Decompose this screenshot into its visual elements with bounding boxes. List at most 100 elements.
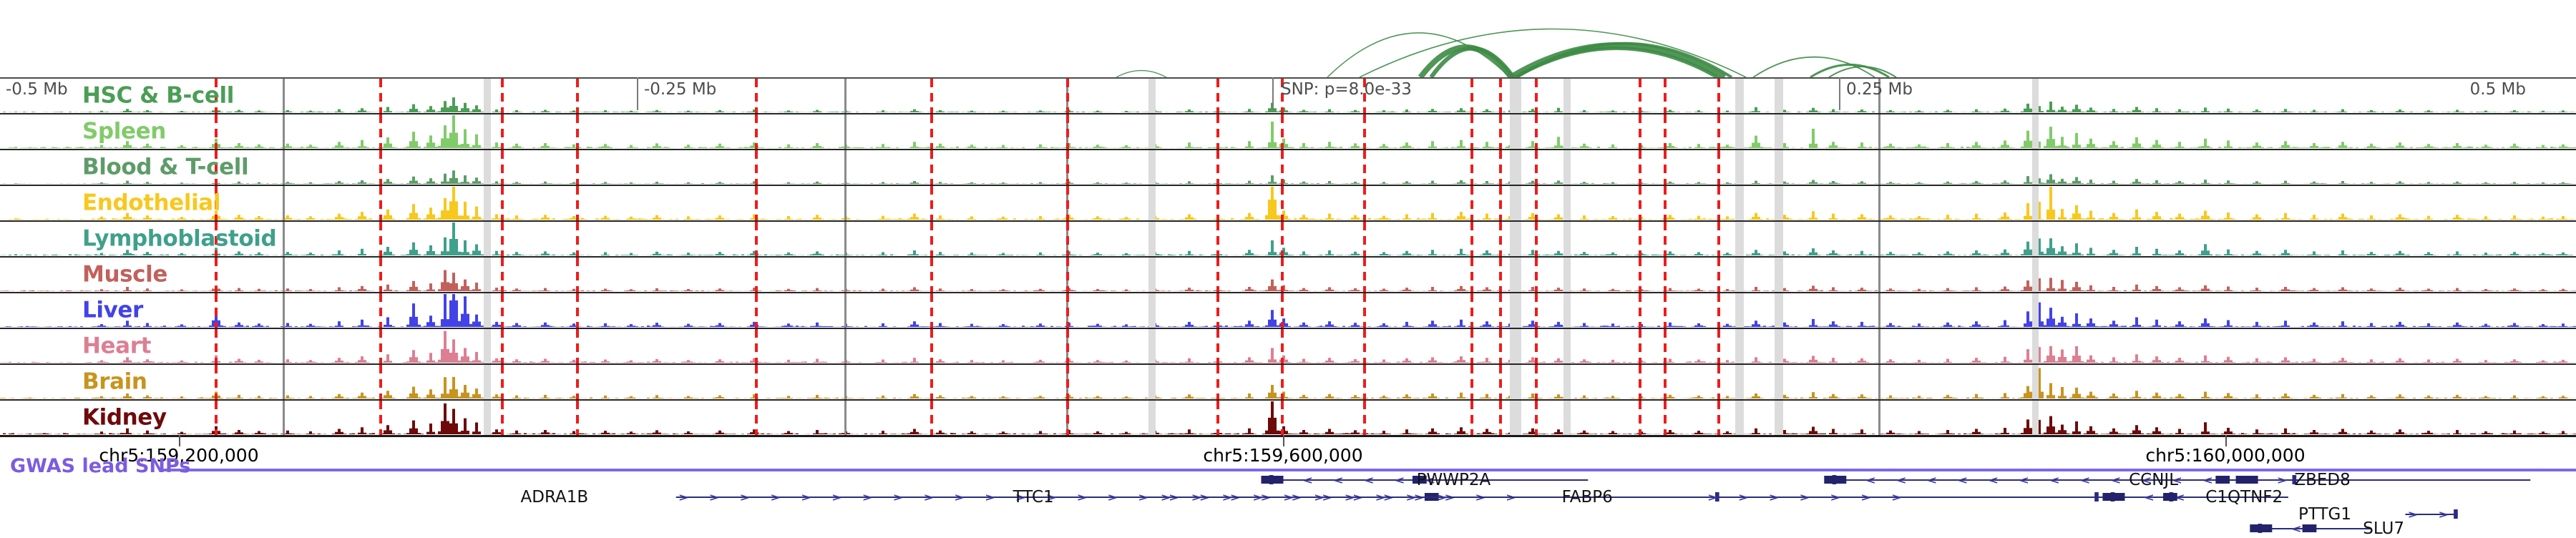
gwas-snp-marker[interactable] (1717, 293, 1720, 328)
gwas-snp-marker[interactable] (1470, 186, 1473, 220)
gwas-snp-marker[interactable] (501, 114, 504, 149)
gwas-snp-marker[interactable] (1470, 293, 1473, 328)
gwas-snp-marker[interactable] (1216, 222, 1219, 256)
gwas-snp-marker[interactable] (1717, 150, 1720, 185)
gwas-snp-marker[interactable] (1664, 329, 1667, 363)
gwas-snp-marker[interactable] (1535, 150, 1538, 185)
gwas-snp-marker[interactable] (755, 293, 758, 328)
gwas-snp-marker[interactable] (1216, 186, 1219, 220)
gwas-snp-marker[interactable] (930, 222, 933, 256)
gwas-snp-marker[interactable] (1281, 150, 1284, 185)
gwas-snp-marker[interactable] (1499, 365, 1502, 399)
gwas-snp-marker[interactable] (1216, 293, 1219, 328)
gwas-snp-marker[interactable] (1066, 258, 1069, 292)
gwas-snp-marker[interactable] (1216, 329, 1219, 363)
gwas-snp-marker[interactable] (1664, 79, 1667, 113)
gene-pttg1[interactable]: › › PTTG1 (0, 505, 2576, 524)
gwas-snp-marker[interactable] (1717, 79, 1720, 113)
gwas-snp-marker[interactable] (755, 365, 758, 399)
gwas-snp-marker[interactable] (1639, 150, 1641, 185)
track-liver[interactable]: Liver (0, 293, 2576, 329)
gwas-snp-marker[interactable] (1639, 258, 1641, 292)
gwas-snp-marker[interactable] (1535, 258, 1538, 292)
gwas-snp-marker[interactable] (1639, 293, 1641, 328)
gwas-snp-marker[interactable] (755, 258, 758, 292)
gwas-snp-marker[interactable] (755, 79, 758, 113)
gwas-snp-marker[interactable] (379, 150, 382, 185)
gwas-snp-marker[interactable] (1470, 79, 1473, 113)
gwas-snp-marker[interactable] (1281, 222, 1284, 256)
gene-pwwp2a[interactable]: ‹ ‹ ‹ ‹ ‹ ‹ PWWP2A (0, 471, 2576, 489)
gwas-snp-marker[interactable] (1066, 79, 1069, 113)
gwas-snp-marker[interactable] (501, 258, 504, 292)
gwas-snp-marker[interactable] (1717, 329, 1720, 363)
gwas-snp-marker[interactable] (1499, 329, 1502, 363)
gwas-snp-marker[interactable] (930, 79, 933, 113)
gwas-snp-marker[interactable] (576, 79, 579, 113)
gwas-snp-marker[interactable] (1281, 365, 1284, 399)
gwas-snp-marker[interactable] (1639, 186, 1641, 220)
gwas-snp-marker[interactable] (1066, 293, 1069, 328)
gwas-snp-marker[interactable] (215, 365, 218, 399)
gwas-snp-marker[interactable] (1066, 222, 1069, 256)
gene-c1qtnf2[interactable]: ‹ ‹ ‹ C1QTNF2 (0, 488, 2576, 507)
gwas-snp-marker[interactable] (576, 258, 579, 292)
gwas-snp-marker[interactable] (379, 293, 382, 328)
gwas-snp-marker[interactable] (930, 114, 933, 149)
gwas-snp-marker[interactable] (930, 293, 933, 328)
gene-fabp6[interactable]: › › › › › › › FABP6 (0, 488, 2576, 507)
gwas-snp-marker[interactable] (1535, 114, 1538, 149)
gwas-snp-marker[interactable] (1281, 258, 1284, 292)
gwas-snp-marker[interactable] (1499, 222, 1502, 256)
gwas-snp-marker[interactable] (1470, 258, 1473, 292)
gwas-snp-marker[interactable] (1499, 401, 1502, 435)
gwas-snp-marker[interactable] (1281, 79, 1284, 113)
gwas-snp-marker[interactable] (215, 222, 218, 256)
gwas-snp-marker[interactable] (1216, 114, 1219, 149)
gwas-snp-marker[interactable] (1499, 258, 1502, 292)
gwas-snp-marker[interactable] (1363, 401, 1366, 435)
gene-ttc1[interactable]: › › › › › › › › › › TTC1 (0, 488, 2576, 507)
gwas-snp-marker[interactable] (215, 79, 218, 113)
gwas-snp-marker[interactable] (1639, 114, 1641, 149)
track-endothelial[interactable]: Endothelial (0, 186, 2576, 222)
gwas-snp-marker[interactable] (576, 401, 579, 435)
gwas-snp-marker[interactable] (1664, 365, 1667, 399)
gwas-snp-marker[interactable] (501, 222, 504, 256)
gene-slu7[interactable]: ‹ ‹ SLU7 (0, 519, 2576, 538)
gwas-snp-marker[interactable] (1664, 222, 1667, 256)
gwas-snp-marker[interactable] (1717, 222, 1720, 256)
gwas-snp-marker[interactable] (1639, 79, 1641, 113)
gwas-snp-marker[interactable] (1664, 150, 1667, 185)
gwas-snp-marker[interactable] (1470, 329, 1473, 363)
gwas-snp-marker[interactable] (1066, 401, 1069, 435)
gwas-snp-marker[interactable] (501, 186, 504, 220)
gwas-snp-marker[interactable] (379, 186, 382, 220)
gwas-snp-marker[interactable] (501, 293, 504, 328)
gwas-snp-marker[interactable] (215, 329, 218, 363)
gwas-snp-marker[interactable] (930, 365, 933, 399)
gwas-snp-marker[interactable] (755, 150, 758, 185)
track-heart[interactable]: Heart (0, 329, 2576, 365)
gwas-snp-marker[interactable] (215, 150, 218, 185)
gwas-snp-marker[interactable] (576, 150, 579, 185)
gwas-snp-marker[interactable] (379, 401, 382, 435)
gwas-snp-marker[interactable] (501, 329, 504, 363)
gwas-snp-marker[interactable] (1717, 258, 1720, 292)
gwas-snp-marker[interactable] (1639, 401, 1641, 435)
gwas-snp-marker[interactable] (1639, 329, 1641, 363)
gwas-snp-marker[interactable] (379, 365, 382, 399)
gwas-snp-marker[interactable] (1664, 293, 1667, 328)
gwas-snp-marker[interactable] (215, 114, 218, 149)
gwas-snp-marker[interactable] (379, 114, 382, 149)
gwas-snp-marker[interactable] (1281, 329, 1284, 363)
gwas-snp-marker[interactable] (215, 258, 218, 292)
gwas-snp-marker[interactable] (501, 150, 504, 185)
gwas-snp-marker[interactable] (1717, 365, 1720, 399)
gwas-snp-marker[interactable] (1664, 186, 1667, 220)
gwas-snp-marker[interactable] (576, 293, 579, 328)
gwas-snp-marker[interactable] (1499, 150, 1502, 185)
gwas-snp-marker[interactable] (1535, 222, 1538, 256)
track-blood-t-cell[interactable]: Blood & T-cell (0, 150, 2576, 186)
gwas-snp-marker[interactable] (755, 329, 758, 363)
